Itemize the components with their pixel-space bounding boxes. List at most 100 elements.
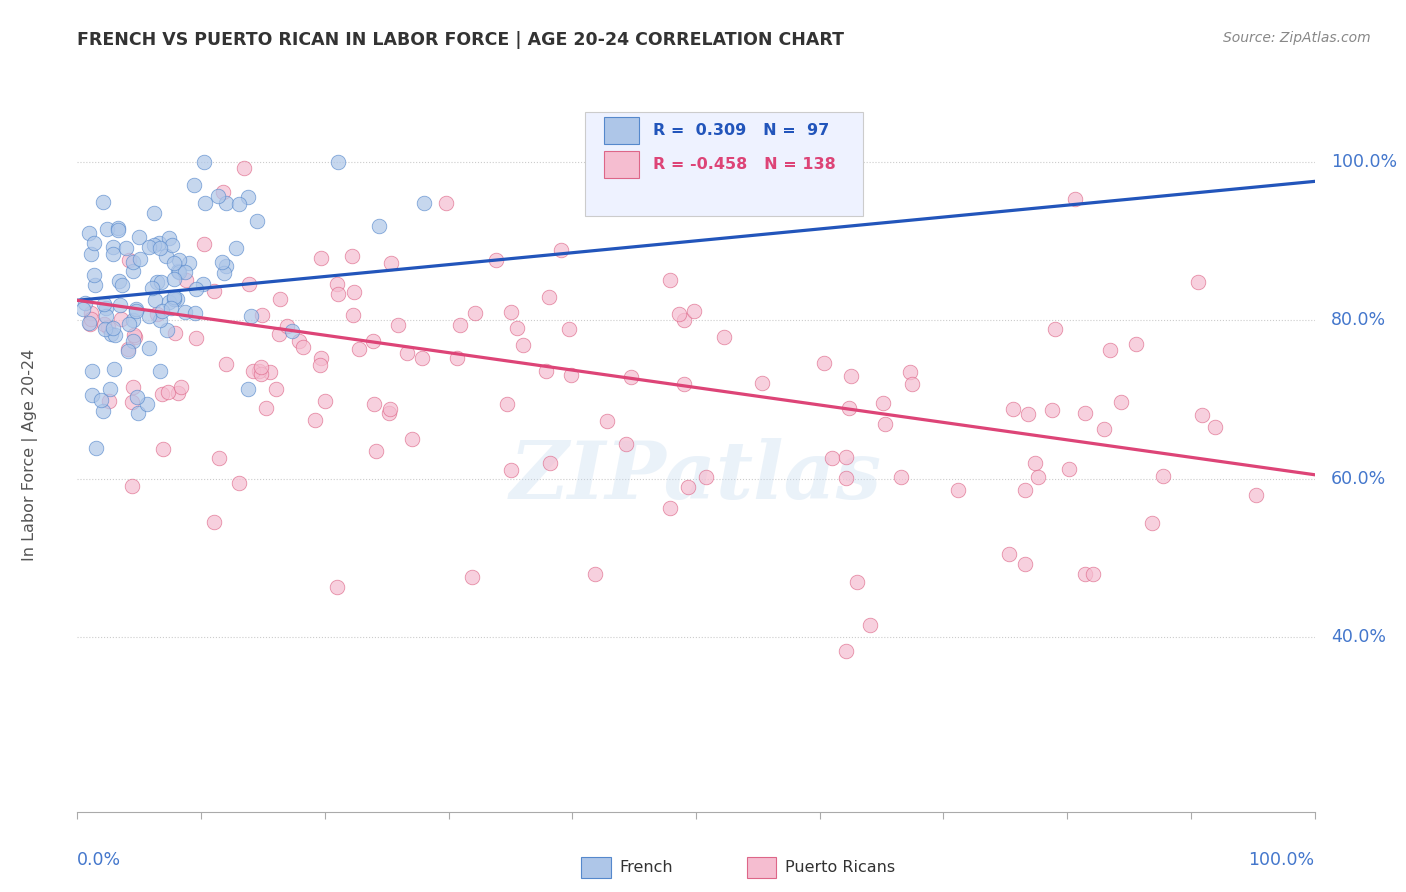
Point <box>163 256 186 270</box>
Point <box>194 196 217 211</box>
Point <box>1099 343 1122 358</box>
FancyBboxPatch shape <box>585 112 863 216</box>
Point <box>1092 422 1115 436</box>
Point <box>174 305 197 319</box>
Point <box>401 432 423 446</box>
Point <box>82 388 104 402</box>
Point <box>163 293 186 307</box>
Point <box>1204 420 1226 434</box>
Point <box>72 302 94 317</box>
Point <box>512 338 534 352</box>
Point <box>128 230 150 244</box>
Point <box>90 393 112 408</box>
Point <box>211 255 233 269</box>
Point <box>108 298 131 312</box>
Point <box>368 219 391 234</box>
Point <box>620 370 643 384</box>
Point <box>314 393 336 408</box>
Point <box>160 301 183 315</box>
Point <box>155 249 177 263</box>
Text: R =  0.309   N =  97: R = 0.309 N = 97 <box>652 123 830 137</box>
Point <box>534 363 557 377</box>
Point <box>143 293 166 308</box>
Point <box>98 394 121 409</box>
Point <box>838 401 860 415</box>
Point <box>309 358 332 372</box>
Point <box>118 253 141 268</box>
Point <box>107 220 129 235</box>
Point <box>83 268 105 283</box>
Point <box>149 275 172 289</box>
Point <box>557 322 579 336</box>
Point <box>93 317 115 331</box>
Point <box>363 396 385 410</box>
Point <box>238 277 260 291</box>
Point <box>166 264 188 278</box>
Point <box>872 396 894 410</box>
Point <box>183 305 205 319</box>
Point <box>496 397 519 411</box>
Point <box>115 242 138 256</box>
Point <box>145 307 167 321</box>
Point <box>946 483 969 497</box>
Point <box>193 154 215 169</box>
Point <box>363 334 385 348</box>
Text: French: French <box>619 860 673 875</box>
Point <box>143 238 166 252</box>
Point <box>1125 336 1147 351</box>
Point <box>898 365 921 379</box>
Text: In Labor Force | Age 20-24: In Labor Force | Age 20-24 <box>22 349 38 561</box>
Point <box>366 443 388 458</box>
Point <box>668 307 690 321</box>
Point <box>98 382 121 396</box>
Point <box>225 241 247 255</box>
Point <box>326 286 349 301</box>
Point <box>129 252 152 267</box>
Point <box>845 574 868 589</box>
Point <box>214 259 236 273</box>
Point <box>156 385 179 400</box>
Point <box>228 476 250 491</box>
Point <box>1187 276 1209 290</box>
Point <box>100 327 122 342</box>
Point <box>813 356 835 370</box>
Point <box>387 318 409 333</box>
Point <box>340 249 363 263</box>
Text: Puerto Ricans: Puerto Ricans <box>785 860 896 875</box>
Point <box>821 450 844 465</box>
Point <box>208 450 231 465</box>
Point <box>91 194 114 209</box>
FancyBboxPatch shape <box>581 856 610 878</box>
Point <box>122 255 145 269</box>
Point <box>156 323 179 337</box>
Point <box>122 328 145 343</box>
Point <box>1002 401 1025 416</box>
Point <box>378 402 401 417</box>
Point <box>276 319 298 334</box>
Point <box>835 450 858 464</box>
Point <box>449 318 471 332</box>
Point <box>163 290 186 304</box>
Point <box>174 265 197 279</box>
Point <box>103 362 125 376</box>
Point <box>165 326 187 340</box>
Point <box>1014 483 1036 497</box>
Point <box>695 470 717 484</box>
Text: 100.0%: 100.0% <box>1249 851 1315 869</box>
Point <box>166 293 188 307</box>
Point <box>167 265 190 279</box>
Point <box>138 342 160 356</box>
Point <box>325 277 347 291</box>
Point <box>259 365 281 379</box>
Point <box>127 390 149 404</box>
Point <box>1244 488 1267 502</box>
Point <box>1074 566 1097 581</box>
Point <box>659 501 682 516</box>
Point <box>1140 516 1163 530</box>
Point <box>250 359 273 374</box>
Point <box>135 397 157 411</box>
Point <box>93 296 115 310</box>
Point <box>110 311 132 326</box>
Point <box>77 226 100 240</box>
Point <box>875 417 897 431</box>
